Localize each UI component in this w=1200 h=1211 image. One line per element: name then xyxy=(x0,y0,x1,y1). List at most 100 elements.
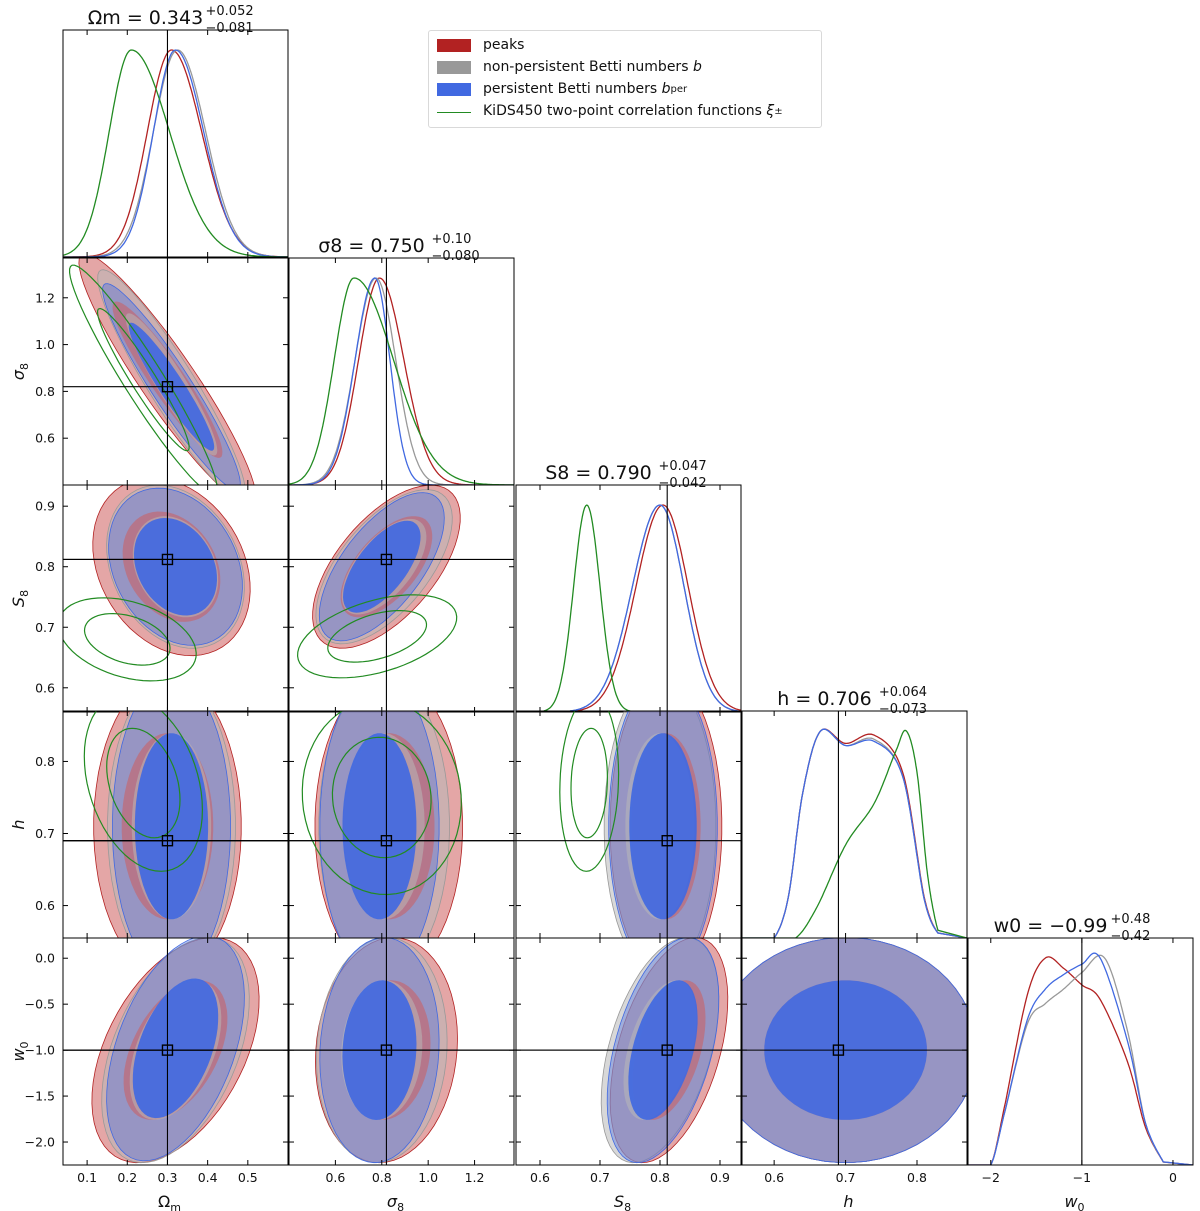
marginal-curve-peaks-sigma_8 xyxy=(289,277,514,485)
legend-entry-peaks: peaks xyxy=(437,35,524,55)
y-tick-label: 0.6 xyxy=(35,898,55,913)
contour-68-per xyxy=(629,733,697,920)
panel-frame xyxy=(288,257,515,486)
panel-sigma_8-Omega_m: 1.2 1.0 0.8 0.6 xyxy=(35,257,289,486)
title-lower-error: −0.081 xyxy=(206,21,254,36)
legend-swatch-betti xyxy=(437,60,471,74)
panel-frame xyxy=(62,29,289,258)
x-tick-label: 0.7 xyxy=(590,1170,610,1185)
panel-S_8-Omega_m: 0.6 0.7 0.8 0.9 xyxy=(35,484,289,713)
contour-68-kids xyxy=(106,727,181,839)
title-upper-error: +0.10 xyxy=(432,232,472,247)
y-tick-label: 1.2 xyxy=(35,290,55,305)
marginal-curve-per-w_0 xyxy=(968,952,1193,1165)
y-axis-label-sub: 0 xyxy=(18,1041,31,1048)
panel-frame xyxy=(967,937,1194,1166)
y-tick-label: 0.6 xyxy=(35,680,55,695)
panel-S_8-S_8 xyxy=(515,484,742,713)
title-upper-error: +0.052 xyxy=(206,4,254,19)
title-upper-error: +0.48 xyxy=(1111,912,1151,927)
legend-swatch-per xyxy=(437,82,471,96)
contour-68-kids xyxy=(83,612,171,666)
contour-68-per xyxy=(343,520,421,613)
legend-swatch-peaks xyxy=(437,38,471,52)
title-lower-error: −0.042 xyxy=(659,476,707,491)
title-lower-error: −0.080 xyxy=(432,249,480,264)
contour-95-kids xyxy=(301,711,462,896)
y-tick-label: −0.5 xyxy=(25,997,55,1012)
y-tick-label: 0.8 xyxy=(35,754,55,769)
panel-frame xyxy=(288,937,515,1166)
x-tick-label: 0.6 xyxy=(764,1170,784,1185)
y-tick-label: 0.6 xyxy=(35,431,55,446)
x-axis-label-sub: 8 xyxy=(397,1201,404,1211)
y-tick-label: −1.5 xyxy=(25,1089,55,1104)
y-tick-label: 0.7 xyxy=(35,826,55,841)
y-tick-label: −2.0 xyxy=(25,1135,55,1150)
contour-95-kids xyxy=(559,711,620,872)
y-axis-label-h: h xyxy=(9,819,28,829)
y-tick-label: 0.0 xyxy=(35,951,55,966)
panel-w_0-w_0: −2 −1 0 xyxy=(967,937,1194,1185)
x-axis-label-sub: 8 xyxy=(624,1201,631,1211)
y-axis-label-S_8: S8 xyxy=(9,590,31,607)
y-axis-label-sub: 8 xyxy=(18,363,31,370)
marginal-curve-betti-h xyxy=(742,728,967,938)
marginal-curve-kids-h xyxy=(742,729,967,938)
x-tick-label: 1.2 xyxy=(465,1170,485,1185)
x-tick-label: 0.8 xyxy=(907,1170,927,1185)
y-axis-label-w_0: w0 xyxy=(9,1041,31,1061)
x-axis-label-sub: m xyxy=(170,1201,181,1211)
contour-95-kids xyxy=(69,264,218,485)
title-main: σ8 = 0.750 xyxy=(318,235,425,257)
panel-frame xyxy=(741,937,968,1166)
marginal-curve-betti-sigma_8 xyxy=(289,277,514,485)
title-main: w0 = −0.99 xyxy=(994,915,1108,937)
title-upper-error: +0.047 xyxy=(659,459,707,474)
x-tick-label: 0.7 xyxy=(836,1170,856,1185)
marginal-title-Omega_m: Ωm = 0.343 +0.052 −0.081 xyxy=(88,4,254,36)
legend-entry-kids: KiDS450 two-point correlation functions … xyxy=(437,101,783,121)
legend-subscript-kids: ± xyxy=(774,105,783,117)
legend-label-peaks: peaks xyxy=(483,37,525,53)
contour-68-per xyxy=(342,733,417,920)
marginal-curve-peaks-w_0 xyxy=(968,956,1193,1165)
x-tick-label: 0.8 xyxy=(372,1170,392,1185)
x-tick-label: 0.5 xyxy=(238,1170,258,1185)
title-main: S8 = 0.790 xyxy=(545,462,652,484)
panel-frame xyxy=(741,710,968,939)
legend-label-per: persistent Betti numbers xyxy=(483,81,658,97)
title-lower-error: −0.073 xyxy=(879,702,927,717)
y-tick-label: 0.9 xyxy=(35,499,55,514)
panel-h-h xyxy=(741,710,968,939)
panel-frame xyxy=(515,937,742,1166)
legend-label-betti: non-persistent Betti numbers xyxy=(483,59,689,75)
contour-68-per xyxy=(132,978,219,1119)
legend-swatch-kids xyxy=(437,111,471,113)
legend-label-kids: KiDS450 two-point correlation functions xyxy=(483,103,762,119)
contour-68-kids xyxy=(97,307,190,452)
panel-h-sigma_8 xyxy=(63,710,515,939)
y-axis-label-sub: 8 xyxy=(18,590,31,597)
panel-h-S_8 xyxy=(63,710,742,939)
panel-w_0-Omega_m: 0.1 0.2 0.3 0.4 0.5 0.0 −0.5 −1.0 −1.5 −2.0 xyxy=(25,937,289,1185)
x-axis-label-Omega_m: Ωm xyxy=(158,1192,181,1211)
legend-symbol-betti: b xyxy=(692,59,702,75)
x-tick-label: −2 xyxy=(982,1170,1000,1185)
x-tick-label: 0.8 xyxy=(650,1170,670,1185)
title-upper-error: +0.064 xyxy=(879,685,927,700)
panel-h-Omega_m: 0.6 0.7 0.8 xyxy=(35,710,289,939)
y-tick-label: 0.8 xyxy=(35,384,55,399)
marginal-curve-peaks-Omega_m xyxy=(63,49,288,257)
panel-sigma_8-sigma_8 xyxy=(288,257,515,486)
y-tick-label: −1.0 xyxy=(25,1043,55,1058)
marginal-curve-kids-Omega_m xyxy=(63,49,288,257)
panel-Omega_m-Omega_m xyxy=(62,29,289,258)
y-tick-label: 0.7 xyxy=(35,620,55,635)
legend-symbol-kids: ξ xyxy=(766,103,775,119)
contour-68-kids xyxy=(570,727,609,839)
legend-entry-per: persistent Betti numbers b per xyxy=(437,79,687,99)
y-tick-label: 1.0 xyxy=(35,337,55,352)
marginal-curve-betti-w_0 xyxy=(968,954,1193,1165)
panel-S_8-sigma_8 xyxy=(63,484,515,713)
